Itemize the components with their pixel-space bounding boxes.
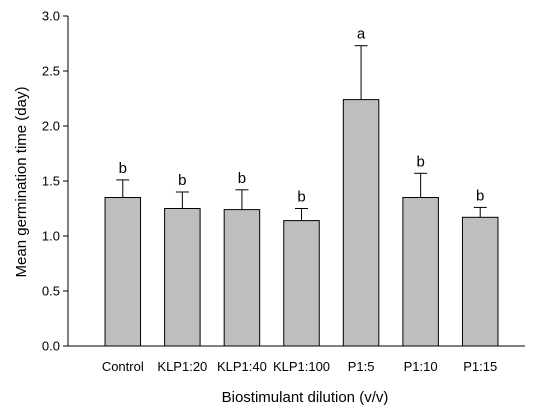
x-tick-label-1: KLP1:20 (157, 359, 207, 374)
bar-1 (164, 208, 201, 347)
x-tick-label-4: P1:5 (348, 359, 375, 374)
significance-letter-2: b (238, 170, 246, 187)
y-tick-label: 2.0 (42, 119, 60, 134)
significance-letter-5: b (416, 153, 424, 170)
bar-4 (342, 99, 380, 347)
y-tick-label: 0.5 (42, 284, 60, 299)
x-tick-label-5: P1:10 (404, 359, 438, 374)
x-axis-title: Biostimulant dilution (v/v) (222, 389, 389, 406)
plot-area: 0.0 0.5 1.0 1.5 2.0 2.5 3.0 b Control b KLP1:20 b KL… (42, 9, 525, 374)
bar-2 (223, 209, 261, 347)
bar-5 (402, 197, 439, 347)
significance-letter-6: b (476, 187, 484, 204)
bar-6 (461, 216, 499, 347)
bar-0 (104, 197, 142, 347)
bar-3 (283, 220, 320, 347)
x-tick-label-0: Control (102, 359, 144, 374)
x-tick-label-2: KLP1:40 (217, 359, 267, 374)
y-tick-label: 2.5 (42, 64, 60, 79)
significance-letter-4: a (357, 26, 366, 43)
significance-letter-1: b (178, 172, 186, 189)
y-tick-label: 1.0 (42, 229, 60, 244)
x-tick-label-6: P1:15 (463, 359, 497, 374)
x-tick-label-3: KLP1:100 (273, 359, 330, 374)
y-tick-label: 1.5 (42, 174, 60, 189)
significance-letter-0: b (119, 160, 127, 177)
y-axis-title: Mean germination time (day) (13, 87, 30, 278)
y-tick-label: 3.0 (42, 9, 60, 24)
y-tick-label: 0.0 (42, 339, 60, 354)
significance-letter-3: b (297, 189, 305, 206)
